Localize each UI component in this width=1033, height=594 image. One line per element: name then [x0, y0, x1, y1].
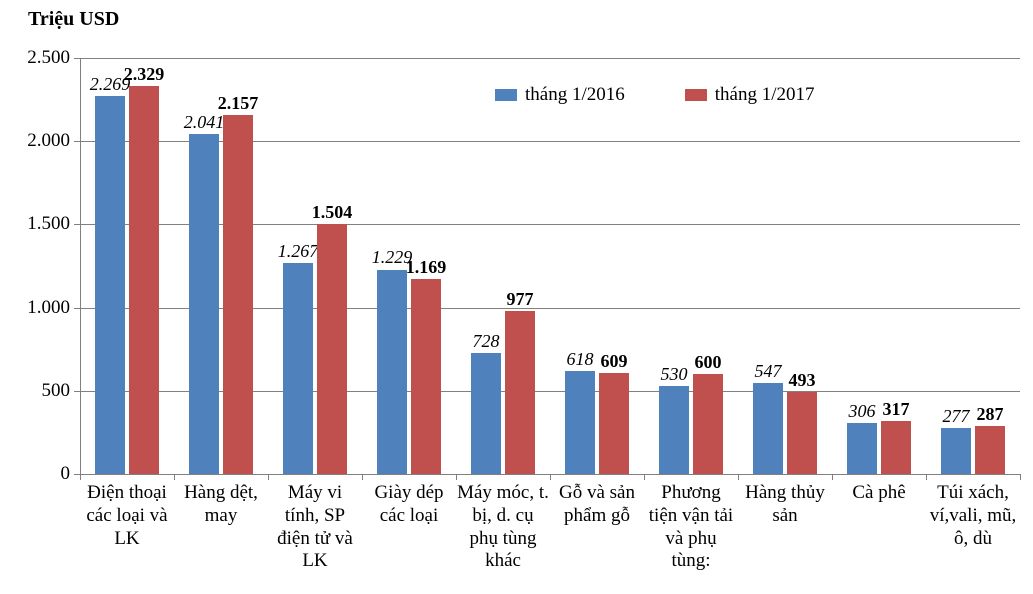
- y-tick-mark: [74, 391, 80, 392]
- bar-2016: [847, 423, 877, 474]
- bar-2016: [471, 353, 501, 474]
- bar-value-2017: 493: [789, 370, 816, 391]
- x-category-label: Hàng dệt, may: [175, 482, 267, 528]
- bar-value-2017: 2.329: [124, 64, 165, 85]
- y-tick-mark: [74, 141, 80, 142]
- bar-value-2016: 306: [849, 401, 876, 422]
- bar-value-2016: 728: [473, 331, 500, 352]
- y-tick-label: 2.000: [10, 130, 70, 152]
- x-category-label: Túi xách, ví,vali, mũ, ô, dù: [927, 482, 1019, 550]
- bar-2017: [223, 115, 253, 474]
- bar-2017: [693, 374, 723, 474]
- bar-value-2016: 1.267: [278, 241, 319, 262]
- y-tick-label: 1.000: [10, 297, 70, 319]
- bar-2016: [377, 270, 407, 475]
- x-tick-mark: [550, 474, 551, 480]
- plot-area: 2.2692.3292.0412.1571.2671.5041.2291.169…: [80, 58, 1020, 474]
- bar-value-2017: 287: [977, 404, 1004, 425]
- bar-2016: [565, 371, 595, 474]
- bar-value-2016: 277: [943, 406, 970, 427]
- x-tick-mark: [926, 474, 927, 480]
- bar-2017: [975, 426, 1005, 474]
- y-tick-label: 0: [10, 463, 70, 485]
- bar-2016: [283, 263, 313, 474]
- x-category-label: Cà phê: [833, 482, 925, 505]
- y-tick-mark: [74, 58, 80, 59]
- bar-2016: [659, 386, 689, 474]
- bar-value-2016: 530: [661, 364, 688, 385]
- bar-value-2017: 600: [695, 352, 722, 373]
- bar-2016: [189, 134, 219, 474]
- y-axis-line: [80, 58, 81, 474]
- bar-2016: [753, 383, 783, 474]
- x-tick-mark: [174, 474, 175, 480]
- x-tick-mark: [362, 474, 363, 480]
- x-tick-mark: [80, 474, 81, 480]
- bar-value-2016: 618: [567, 349, 594, 370]
- x-category-label: Hàng thủy sản: [739, 482, 831, 528]
- bar-value-2017: 1.169: [406, 257, 447, 278]
- x-category-label: Điện thoại các loại và LK: [81, 482, 173, 550]
- gridline: [80, 224, 1020, 225]
- bar-2016: [941, 428, 971, 474]
- x-category-label: Máy vi tính, SP điện tử và LK: [269, 482, 361, 573]
- x-category-label: Máy móc, t. bị, d. cụ phụ tùng khác: [457, 482, 549, 573]
- x-category-label: Phương tiện vận tải và phụ tùng:: [645, 482, 737, 573]
- bar-2017: [881, 421, 911, 474]
- bar-value-2017: 609: [601, 351, 628, 372]
- gridline: [80, 58, 1020, 59]
- bar-2017: [599, 373, 629, 474]
- x-tick-mark: [456, 474, 457, 480]
- y-tick-mark: [74, 308, 80, 309]
- y-axis-title: Triệu USD: [28, 8, 119, 31]
- x-tick-mark: [738, 474, 739, 480]
- bar-2017: [787, 392, 817, 474]
- bar-value-2017: 977: [507, 289, 534, 310]
- x-tick-mark: [832, 474, 833, 480]
- bar-2016: [95, 96, 125, 474]
- x-tick-mark: [1020, 474, 1021, 480]
- bar-value-2016: 2.041: [184, 112, 225, 133]
- x-category-label: Gỗ và sản phẩm gỗ: [551, 482, 643, 528]
- bar-2017: [317, 224, 347, 474]
- bar-value-2016: 547: [755, 361, 782, 382]
- export-chart: Triệu USD tháng 1/2016 tháng 1/2017 2.26…: [0, 0, 1033, 594]
- bar-value-2017: 317: [883, 399, 910, 420]
- gridline: [80, 391, 1020, 392]
- x-tick-mark: [268, 474, 269, 480]
- bar-2017: [411, 279, 441, 474]
- x-tick-mark: [644, 474, 645, 480]
- y-tick-label: 500: [10, 380, 70, 402]
- bar-value-2017: 2.157: [218, 93, 259, 114]
- gridline: [80, 141, 1020, 142]
- y-tick-label: 1.500: [10, 213, 70, 235]
- y-tick-label: 2.500: [10, 47, 70, 69]
- y-tick-mark: [74, 224, 80, 225]
- x-category-label: Giày dép các loại: [363, 482, 455, 528]
- bar-2017: [129, 86, 159, 474]
- bar-value-2017: 1.504: [312, 202, 353, 223]
- gridline: [80, 308, 1020, 309]
- bar-2017: [505, 311, 535, 474]
